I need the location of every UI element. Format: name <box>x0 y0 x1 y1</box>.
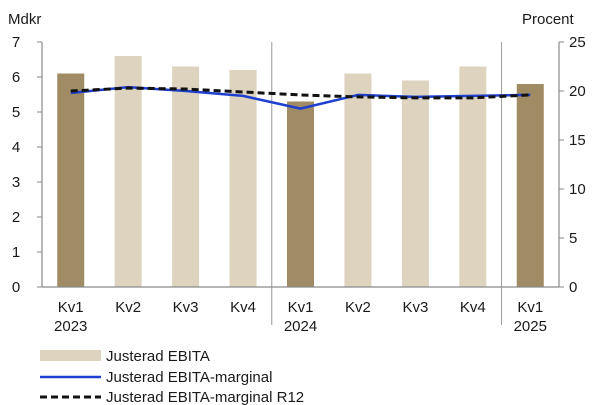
x-tick-label: Kv3 <box>402 299 428 316</box>
bar-7 <box>401 80 429 287</box>
right-tick-label: 5 <box>569 230 577 247</box>
bar-6 <box>344 73 372 287</box>
left-axis-unit: Mdkr <box>8 11 41 28</box>
right-tick-label: 25 <box>569 34 586 51</box>
bar-2 <box>114 56 142 287</box>
bar-1 <box>57 73 85 287</box>
line-series <box>70 85 531 110</box>
left-tick-label: 0 <box>12 279 20 296</box>
x-tick-label: Kv1 <box>517 299 543 316</box>
x-tick-label: Kv3 <box>173 299 199 316</box>
bar-series <box>57 56 544 287</box>
x-tick-year: 2024 <box>284 318 317 335</box>
bar-3 <box>172 66 200 287</box>
x-tick-label: Kv2 <box>345 299 371 316</box>
x-tick-label: Kv2 <box>115 299 141 316</box>
x-tick-year: 2025 <box>514 318 547 335</box>
year-separators <box>271 42 503 325</box>
right-tick-label: 0 <box>569 279 577 296</box>
left-tick-label: 7 <box>12 34 20 51</box>
x-tick-label: Kv4 <box>230 299 256 316</box>
left-tick-label: 6 <box>12 69 20 86</box>
legend: Justerad EBITA Justerad EBITA-marginal Jus… <box>40 348 304 405</box>
x-tick-label: Kv1 <box>288 299 314 316</box>
x-tick-label: Kv1 <box>58 299 84 316</box>
margin-line <box>70 85 531 110</box>
left-tick-label: 4 <box>12 139 20 156</box>
legend-swatch-bar <box>40 350 101 361</box>
axes <box>37 41 564 288</box>
left-tick-label: 1 <box>12 244 20 261</box>
legend-label-2: Justerad EBITA-marginal <box>106 369 272 386</box>
bar-8 <box>459 66 487 287</box>
right-tick-label: 15 <box>569 132 586 149</box>
left-tick-label: 3 <box>12 174 20 191</box>
right-tick-label: 10 <box>569 181 586 198</box>
legend-label-3: Justerad EBITA-marginal R12 <box>106 389 304 405</box>
right-axis-unit: Procent <box>522 11 575 28</box>
left-tick-label: 5 <box>12 104 20 121</box>
legend-label-1: Justerad EBITA <box>106 348 210 365</box>
bar-4 <box>229 70 257 287</box>
bar-9 <box>516 84 544 287</box>
x-tick-year: 2023 <box>54 318 87 335</box>
left-tick-label: 2 <box>12 209 20 226</box>
bar-5 <box>287 101 314 287</box>
right-tick-label: 20 <box>569 83 586 100</box>
x-tick-label: Kv4 <box>460 299 486 316</box>
